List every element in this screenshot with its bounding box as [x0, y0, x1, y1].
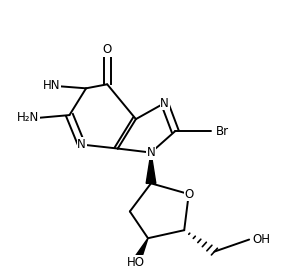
- Text: O: O: [103, 43, 112, 56]
- Text: HO: HO: [127, 256, 145, 269]
- Polygon shape: [146, 153, 156, 183]
- Text: HN: HN: [43, 79, 60, 92]
- Text: Br: Br: [216, 125, 229, 138]
- Text: H₂N: H₂N: [17, 111, 39, 124]
- Text: N: N: [77, 138, 86, 151]
- Text: N: N: [147, 146, 155, 159]
- Text: N: N: [160, 97, 169, 110]
- Polygon shape: [132, 238, 148, 264]
- Text: OH: OH: [252, 233, 270, 246]
- Text: O: O: [184, 188, 193, 201]
